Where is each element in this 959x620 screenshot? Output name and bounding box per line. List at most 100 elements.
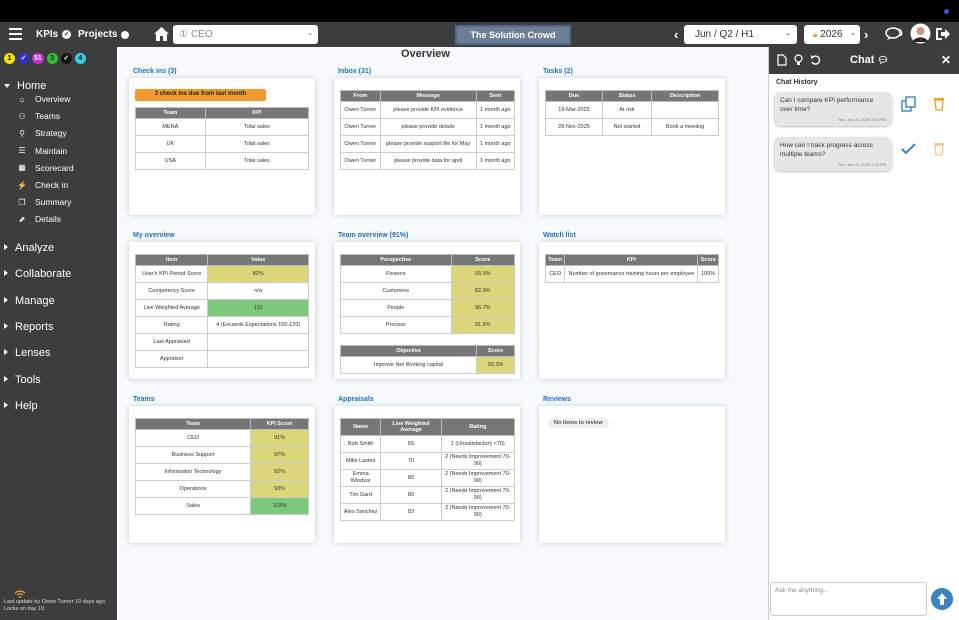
context-select[interactable]: ① CEO ⌄ [173,25,318,44]
table-row[interactable]: Bob Smith 65 1 (Unsatisfactory <70) [339,435,516,453]
table-row[interactable]: Information Technology 92% [134,463,309,481]
sidebar-item-summary[interactable]: ❐ Summary [17,197,71,207]
chat-input[interactable]: Ask me anything... [770,582,927,616]
inbox-heading[interactable]: Inbox (31) [338,68,372,75]
column-header[interactable]: KPI [204,107,310,119]
column-header[interactable]: Message [379,90,477,102]
sidebar-item-strategy[interactable]: ⚲ Strategy [17,128,67,138]
table-row[interactable]: Customers 82.9% [340,282,516,300]
logout-icon[interactable] [934,26,951,42]
table-row[interactable]: Last Appraised [134,333,309,351]
column-header[interactable]: Team [544,254,566,266]
checkmark-icon[interactable] [901,143,916,155]
nav-tools[interactable]: Tools [4,374,41,386]
checkins-due-badge[interactable]: 3 check ins due from last month [135,89,266,101]
table-row[interactable]: Process 91.5% [340,316,516,334]
status-chip[interactable]: ✓ [60,53,72,64]
column-header[interactable]: Live Weighted Average [380,418,442,436]
projects-link[interactable]: Projects [78,29,130,40]
status-chip[interactable]: 51 [32,53,44,64]
nav-help[interactable]: Help [4,400,38,412]
column-header[interactable]: Score [697,254,719,266]
table-row[interactable]: Mike Lastes 70 2 (Needs Improvement 70-90) [339,452,516,470]
status-chip[interactable]: 1 [4,53,15,64]
chat-message[interactable]: Can I compare KPI performance over time?… [774,92,892,126]
myoverview-heading[interactable]: My overview [133,232,175,239]
column-header[interactable]: Score [476,345,515,357]
trash-icon[interactable] [933,96,945,111]
table-row[interactable]: User's KPI Period Score 82% [134,265,309,283]
column-header[interactable]: KPI [564,254,699,266]
table-row[interactable]: MENA Total sales [135,118,310,136]
nav-manage[interactable]: Manage [4,295,55,307]
table-row[interactable]: Appraisor [134,350,309,368]
table-row[interactable]: CEO Number of governance training hours p… [544,265,719,283]
column-header[interactable]: Status [601,90,653,102]
refresh-icon[interactable] [810,54,821,66]
status-chip[interactable]: 4 [74,53,86,64]
table-row[interactable]: USA Total sales [135,152,310,170]
watchlist-heading[interactable]: Watch list [543,232,576,239]
document-icon[interactable] [777,54,787,66]
sidebar-item-check-in[interactable]: ⚡ Check in [17,180,68,190]
lightbulb-icon[interactable] [794,54,803,66]
table-row[interactable]: UK Total sales [135,135,310,153]
nav-collaborate[interactable]: Collaborate [4,268,71,280]
sidebar-item-overview[interactable]: ⌂ Overview [17,94,71,104]
column-header[interactable]: Value [207,254,309,266]
column-header[interactable]: From [340,90,381,102]
period-select[interactable]: Jun / Q2 / H1 ⌄ [684,25,797,44]
column-header[interactable]: Objective [339,345,478,357]
table-row[interactable]: 28-Nov-2025 Not started Book a meeting [545,118,719,136]
home-icon[interactable] [153,26,170,42]
column-header[interactable]: Rating [440,418,516,436]
column-header[interactable]: Score [450,254,516,266]
send-arrow-icon[interactable] [931,588,953,610]
column-header[interactable]: KPI Score [250,418,309,430]
table-row[interactable]: CEO 91% [134,429,309,447]
table-row[interactable]: Owen Turner please provide support file f… [340,135,516,153]
table-row[interactable]: 19-Mar-2025 At risk [545,101,719,119]
sidebar-item-scorecard[interactable]: ▦ Scorecard [17,163,74,173]
menu-icon[interactable] [9,28,22,40]
table-row[interactable]: People 96.7% [340,299,516,317]
teams-heading[interactable]: Teams [133,396,155,403]
next-period-icon[interactable]: › [864,27,869,42]
table-row[interactable]: Sales 103% [134,497,309,515]
nav-lenses[interactable]: Lenses [4,347,50,359]
column-header[interactable]: Item [134,254,209,266]
year-select[interactable]: 🔒︎ 2026 ⌄ [804,25,860,44]
close-icon[interactable]: ✕ [941,53,952,67]
kpis-link[interactable]: KPIs ✓ [36,29,72,40]
chat-bubbles-icon[interactable] [885,26,904,42]
column-header[interactable]: Due [545,90,603,102]
nav-reports[interactable]: Reports [4,321,54,333]
table-row[interactable]: Emma Windsor 80 2 (Needs Improvement 70-90… [339,469,516,487]
appraisals-heading[interactable]: Appraisals [338,396,374,403]
table-row[interactable]: Live Weighted Average 110 [134,299,309,317]
status-chip[interactable]: ✓ [18,53,29,64]
tasks-heading[interactable]: Tasks (2) [543,68,573,75]
table-row[interactable]: Alex Sanchez 83 2 (Needs Improvement 70-90… [339,503,516,521]
table-row[interactable]: Tim Gard 80 2 (Needs Improvement 70-90) [339,486,516,504]
table-row[interactable]: Operations 93% [134,480,309,498]
table-row[interactable]: Owen Turner please provide data for april… [340,152,516,170]
nav-home[interactable]: Home [4,80,46,92]
column-header[interactable]: Description [651,90,719,102]
table-row[interactable]: Owen Turner please provide details 1 month… [340,118,516,136]
table-row[interactable]: Business Support 97% [134,446,309,464]
org-name-button[interactable]: The Solution Crowd [455,25,571,45]
sidebar-item-teams[interactable]: ⚇ Teams [17,111,60,121]
column-header[interactable]: Sent [475,90,516,102]
checkins-heading[interactable]: Check ins (3) [133,68,177,75]
chat-message[interactable]: How can I track progress across multiple… [774,137,892,171]
reviews-heading[interactable]: Reviews [543,396,572,403]
column-header[interactable]: Perspective [340,254,452,266]
table-row[interactable]: Rating 4 (Exceeds Expectations 100-120) [134,316,309,334]
table-row[interactable]: Finance 93.3% [340,265,516,283]
teamoverview-heading[interactable]: Team overview (91%) [338,232,409,239]
table-row[interactable]: Competency Score n/a [134,282,309,300]
prev-period-icon[interactable]: ‹ [674,27,679,42]
trash-icon[interactable] [933,141,945,156]
nav-analyze[interactable]: Analyze [4,242,54,254]
